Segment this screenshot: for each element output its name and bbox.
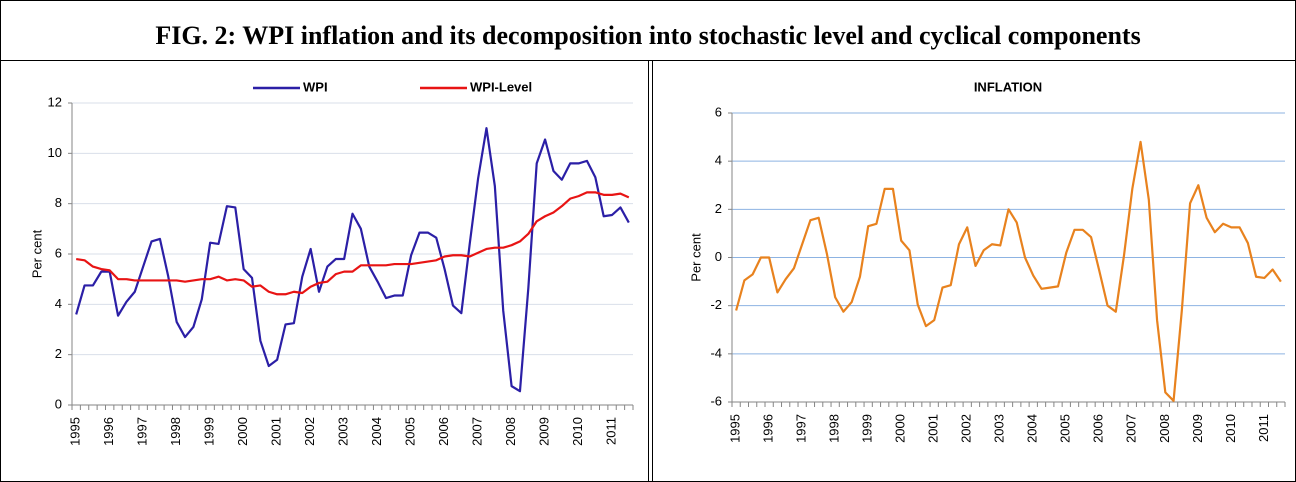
y-tick-label: -4 [710,345,722,360]
y-tick-label: -2 [710,297,722,312]
y-tick-label: 4 [715,153,722,168]
series-line [735,140,1282,402]
x-tick-label: 2004 [1025,414,1040,443]
series-line [76,191,630,296]
x-tick-label: 1998 [827,414,842,443]
y-tick-label: 6 [55,245,62,260]
series-line [75,127,630,393]
x-tick-label: 2009 [1190,414,1205,443]
y-tick-label: 8 [55,195,62,210]
x-tick-label: 2006 [436,417,451,446]
y-axis-label: Per cent [688,233,703,282]
x-tick-label: 2009 [537,417,552,446]
x-tick-label: 1999 [860,414,875,443]
x-tick-label: 2005 [403,417,418,446]
x-tick-label: 1997 [135,417,150,446]
x-tick-label: 2001 [926,414,941,443]
y-tick-label: 2 [715,201,722,216]
x-tick-label: 2005 [1058,414,1073,443]
x-tick-label: 1999 [202,417,217,446]
x-tick-label: 2008 [503,417,518,446]
x-tick-label: 2006 [1091,414,1106,443]
x-tick-label: 1996 [761,414,776,443]
x-tick-label: 1996 [101,417,116,446]
y-axis-label: Per cent [29,229,44,278]
x-tick-label: 1998 [168,417,183,446]
x-tick-label: 2004 [369,417,384,446]
y-tick-label: 6 [715,104,722,119]
y-tick-label: -6 [710,393,722,408]
x-tick-label: 2011 [1256,414,1271,442]
x-tick-label: 2010 [1223,414,1238,443]
x-tick-label: 2003 [336,417,351,446]
legend-label: WPI [303,79,328,94]
x-tick-label: 2001 [269,417,284,446]
x-tick-label: 2011 [604,417,619,445]
y-tick-label: 4 [55,296,62,311]
x-tick-label: 2002 [302,417,317,446]
x-tick-label: 1995 [68,417,83,446]
x-tick-label: 2000 [235,417,250,446]
x-tick-label: 2002 [959,414,974,443]
x-tick-label: 2003 [992,414,1007,443]
x-tick-label: 2007 [1124,414,1139,443]
x-tick-label: 1995 [728,414,743,443]
legend-label: WPI-Level [470,79,532,94]
x-tick-label: 2008 [1157,414,1172,443]
y-tick-label: 10 [48,145,62,160]
x-tick-label: 2000 [893,414,908,443]
x-tick-label: 1997 [794,414,809,443]
figure-title: FIG. 2: WPI inflation and its decomposit… [155,21,1140,50]
y-tick-label: 0 [55,396,62,411]
x-tick-label: 2007 [470,417,485,446]
y-tick-label: 12 [48,94,62,109]
chart-title: INFLATION [974,79,1042,94]
x-tick-label: 2010 [570,417,585,446]
y-tick-label: 2 [55,346,62,361]
y-tick-label: 0 [715,249,722,264]
